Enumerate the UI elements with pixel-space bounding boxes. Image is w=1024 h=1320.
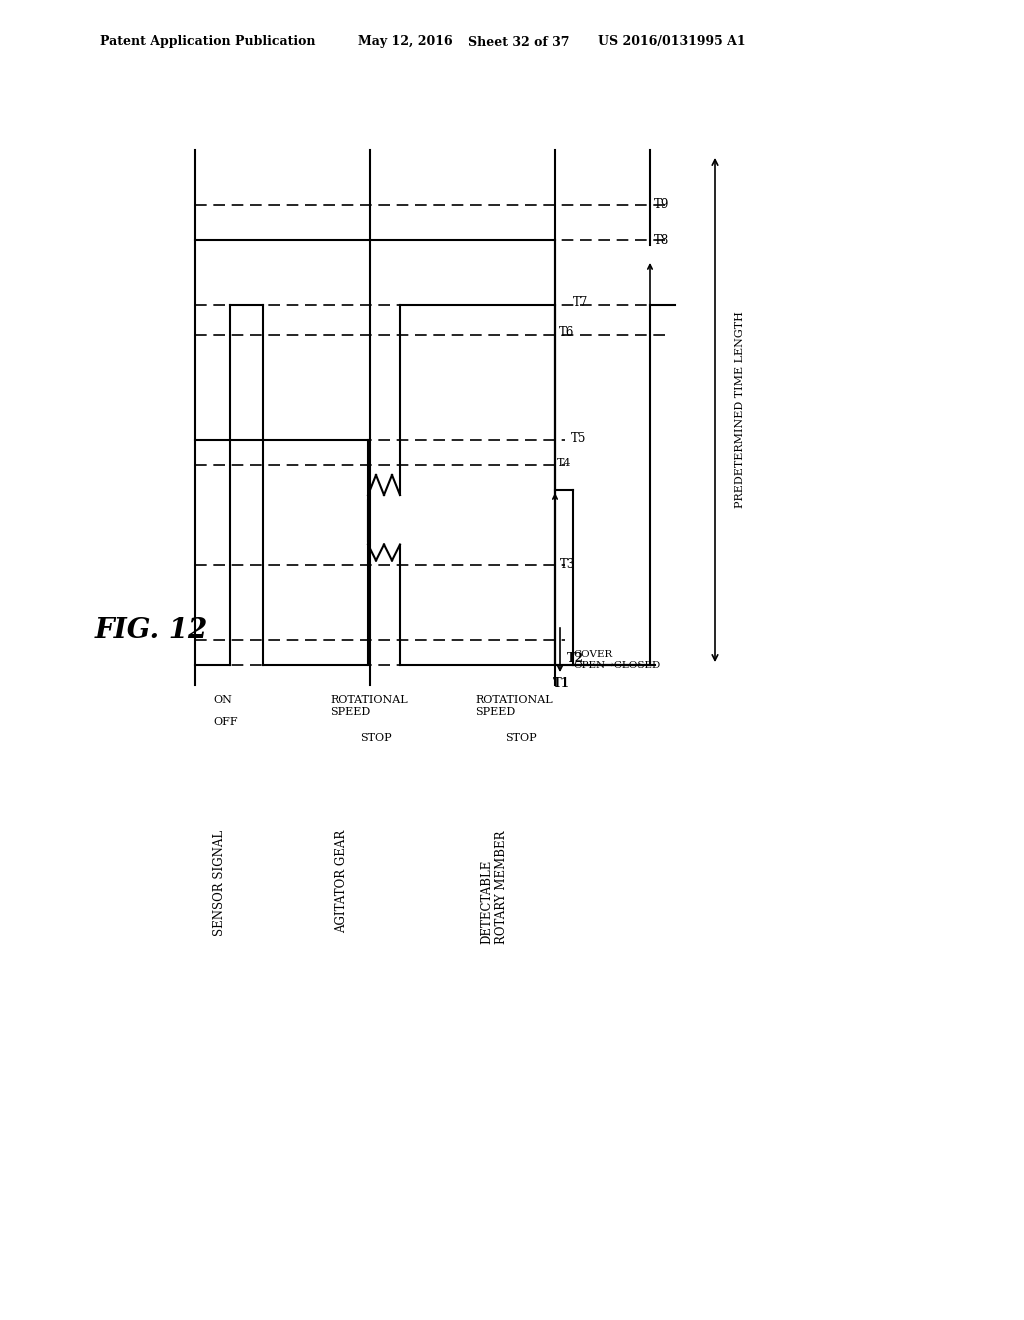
Text: T4: T4 xyxy=(557,458,571,469)
Text: T7: T7 xyxy=(573,297,589,309)
Text: T9: T9 xyxy=(654,198,670,211)
Text: ON: ON xyxy=(213,696,231,705)
Text: STOP: STOP xyxy=(505,733,537,743)
Text: T8: T8 xyxy=(654,234,670,247)
Text: T3: T3 xyxy=(560,558,575,572)
Text: ROTATIONAL
SPEED: ROTATIONAL SPEED xyxy=(475,696,553,717)
Text: ROTATIONAL
SPEED: ROTATIONAL SPEED xyxy=(330,696,408,717)
Text: STOP: STOP xyxy=(360,733,391,743)
Text: PREDETERMINED TIME LENGTH: PREDETERMINED TIME LENGTH xyxy=(735,312,745,508)
Text: US 2016/0131995 A1: US 2016/0131995 A1 xyxy=(598,36,745,49)
Text: T5: T5 xyxy=(571,432,587,445)
Text: Patent Application Publication: Patent Application Publication xyxy=(100,36,315,49)
Text: T1: T1 xyxy=(553,677,570,690)
Text: Sheet 32 of 37: Sheet 32 of 37 xyxy=(468,36,569,49)
Text: FIG. 12: FIG. 12 xyxy=(95,616,208,644)
Text: May 12, 2016: May 12, 2016 xyxy=(358,36,453,49)
Text: DETECTABLE
ROTARY MEMBER: DETECTABLE ROTARY MEMBER xyxy=(480,830,508,944)
Text: COVER
OPEN→CLOSED: COVER OPEN→CLOSED xyxy=(573,651,660,669)
Text: AGITATOR GEAR: AGITATOR GEAR xyxy=(335,830,348,933)
Text: OFF: OFF xyxy=(213,717,238,727)
Text: SENSOR SIGNAL: SENSOR SIGNAL xyxy=(213,830,226,936)
Text: T2: T2 xyxy=(567,652,584,665)
Text: T6: T6 xyxy=(559,326,574,339)
